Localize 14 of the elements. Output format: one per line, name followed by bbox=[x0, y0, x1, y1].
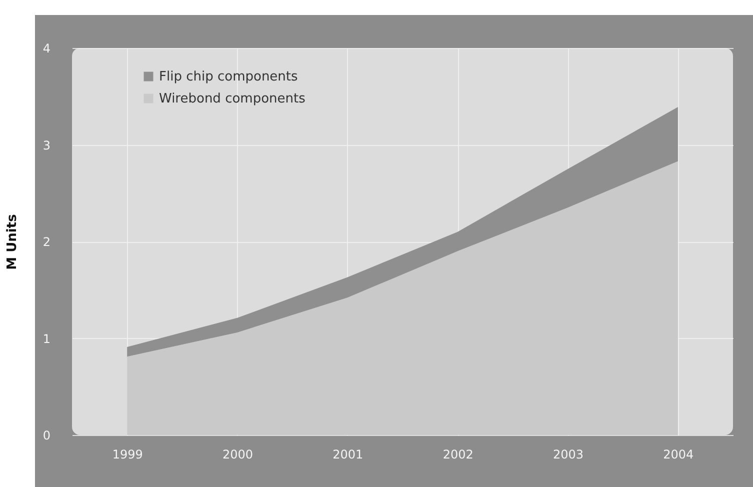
y-tick-label: 1 bbox=[42, 332, 50, 346]
y-tick-label: 3 bbox=[42, 138, 50, 152]
x-tick-label: 2000 bbox=[222, 448, 254, 462]
y-tick-label: 4 bbox=[42, 42, 50, 56]
y-tick-label: 2 bbox=[42, 235, 50, 249]
y-tick-label: 0 bbox=[42, 428, 50, 442]
legend-label: Flip chip components bbox=[159, 70, 298, 84]
x-tick-label: 2002 bbox=[442, 448, 474, 462]
x-tick-label: 2001 bbox=[332, 448, 364, 462]
x-tick-label: 2003 bbox=[552, 448, 584, 462]
x-tick-label: 2004 bbox=[663, 448, 694, 462]
legend-label: Wirebond components bbox=[159, 92, 306, 106]
y-axis-title: M Units bbox=[4, 214, 20, 270]
x-tick-label: 1999 bbox=[112, 448, 143, 462]
